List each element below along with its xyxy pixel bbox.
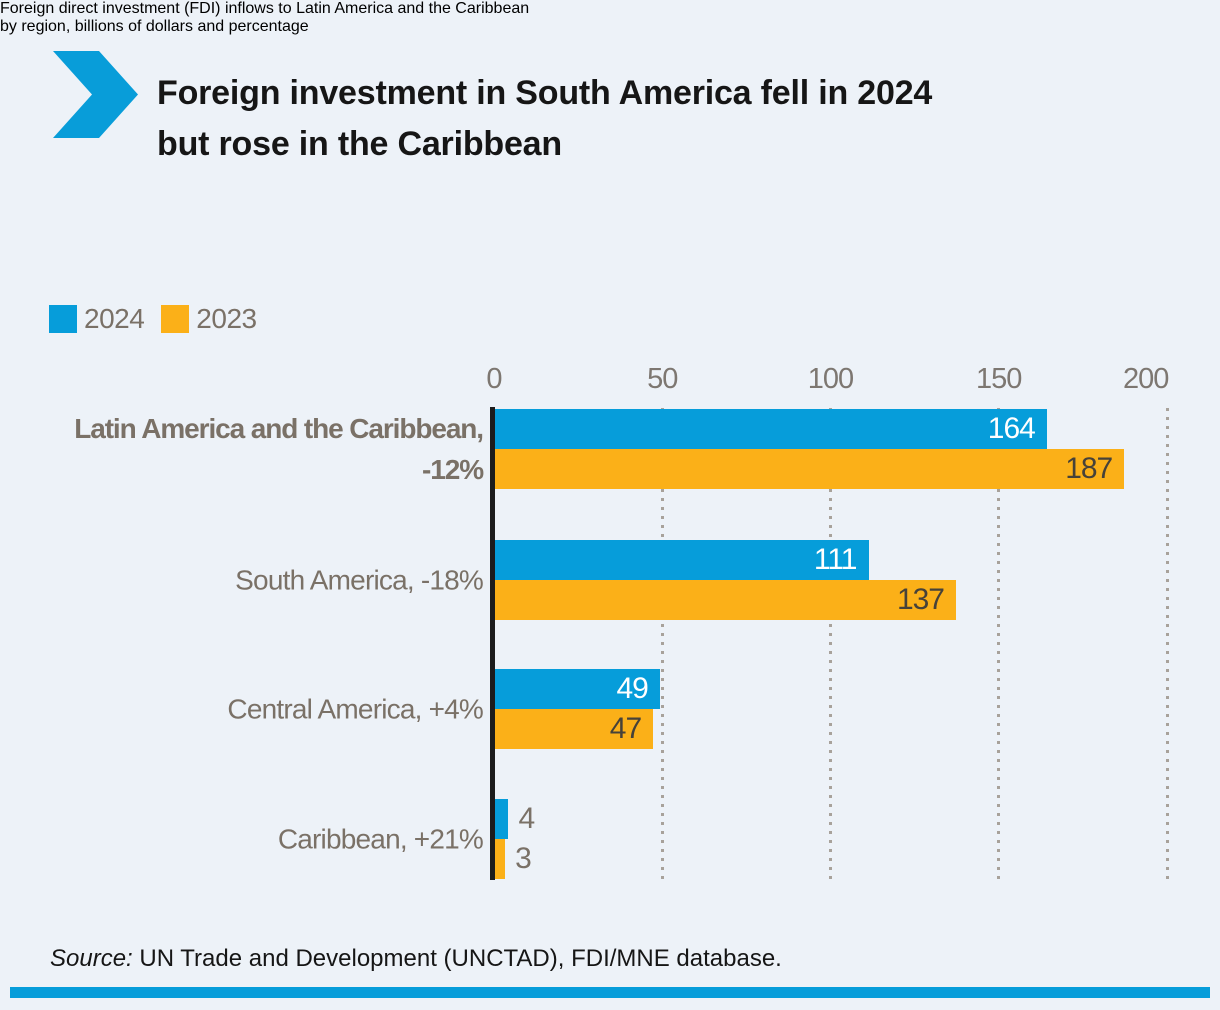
page-title: Foreign investment in South America fell…: [157, 68, 932, 170]
bar-2024: 4: [495, 799, 535, 839]
category-label: South America, -18%: [235, 560, 484, 601]
bar-2023: 3: [495, 839, 532, 879]
source-prefix: Source:: [50, 945, 133, 972]
chevron-shape: [53, 51, 138, 138]
legend-label: 2024: [84, 303, 145, 334]
x-axis-tick-label: 200: [1122, 363, 1169, 395]
category-label-line: -12%: [422, 454, 484, 485]
x-axis-tick-label: 100: [807, 363, 854, 395]
bar-value-label: 4: [518, 802, 535, 835]
bar-2024: 164: [495, 409, 1047, 449]
bar-value-label: 187: [1065, 452, 1113, 485]
bar-2024: 49: [495, 669, 660, 709]
gridline: [1165, 408, 1169, 880]
source-text: UN Trade and Development (UNCTAD), FDI/M…: [132, 945, 782, 972]
title-line-1: Foreign investment in South America fell…: [157, 73, 933, 112]
bar-value-label: 49: [616, 672, 649, 705]
gridline: [997, 408, 1001, 880]
legend-label: 2023: [196, 303, 257, 334]
category-label: Latin America and the Caribbean, -12%: [74, 408, 484, 490]
x-axis-tick-label: 150: [976, 363, 1022, 395]
title-line-2: but rose in the Caribbean: [157, 124, 562, 163]
x-axis-tick-label: 0: [486, 363, 502, 395]
category-label-line: South America, -18%: [235, 564, 484, 596]
source-note: Source: UN Trade and Development (UNCTAD…: [50, 945, 782, 973]
category-label-line: Caribbean, +21%: [277, 823, 484, 855]
x-axis-tick-label: 50: [647, 363, 678, 395]
category-label: Central America, +4%: [227, 689, 483, 730]
bar-2024: 111: [495, 540, 869, 580]
legend-item-2024: 2024: [49, 303, 145, 335]
category-label: Caribbean, +21%: [277, 819, 484, 860]
chart-legend: 2024 2023: [49, 303, 257, 335]
chevron-right-icon: [53, 51, 138, 138]
bar-value-label: 3: [515, 842, 532, 875]
bar-value-label: 164: [987, 412, 1036, 445]
bar-2023: 47: [495, 709, 654, 749]
legend-item-2023: 2023: [161, 303, 257, 335]
footer-accent-bar: [10, 987, 1210, 998]
bar-value-label: 111: [813, 543, 858, 576]
subtitle-line-1: Foreign direct investment (FDI) inflows …: [0, 0, 530, 17]
bar-2023: 137: [495, 580, 956, 620]
subtitle-line-2: by region, billions of dollars and perce…: [0, 18, 309, 35]
legend-swatch-icon: [161, 305, 190, 333]
bar-value-label: 137: [896, 583, 945, 616]
category-label-line: Central America, +4%: [227, 693, 483, 725]
gridline: [660, 408, 664, 880]
y-axis-line: [490, 407, 495, 880]
legend-swatch-icon: [49, 305, 77, 333]
category-label-line: Latin America and the Caribbean,: [74, 413, 484, 444]
gridline: [829, 408, 832, 880]
bar-2023: 187: [495, 449, 1125, 489]
bar-value-label: 47: [609, 712, 642, 745]
